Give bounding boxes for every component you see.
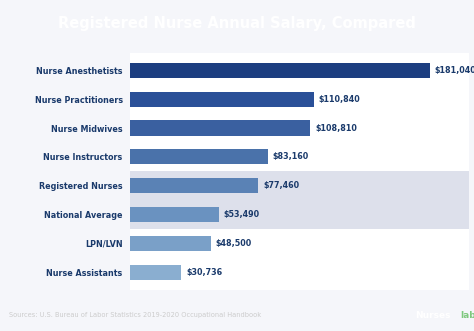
Bar: [130, 149, 268, 165]
Bar: [130, 92, 314, 107]
Bar: [130, 265, 181, 280]
Text: $77,460: $77,460: [264, 181, 300, 190]
Bar: [130, 236, 210, 251]
Bar: [130, 120, 310, 135]
Text: $83,160: $83,160: [273, 152, 309, 161]
Text: $108,810: $108,810: [315, 123, 357, 132]
Bar: [130, 207, 219, 222]
Text: $48,500: $48,500: [216, 239, 252, 248]
Text: $53,490: $53,490: [224, 210, 260, 219]
Text: Nurses: Nurses: [415, 311, 450, 320]
Text: Registered Nurse Annual Salary, Compared: Registered Nurse Annual Salary, Compared: [58, 17, 416, 31]
Bar: [130, 178, 258, 193]
Text: $110,840: $110,840: [319, 95, 360, 104]
Bar: [130, 200, 469, 229]
Text: labs: labs: [460, 311, 474, 320]
Text: $181,040: $181,040: [435, 66, 474, 75]
Bar: [130, 63, 429, 78]
Bar: [130, 171, 469, 200]
Text: Sources: U.S. Bureau of Labor Statistics 2019-2020 Occupational Handbook: Sources: U.S. Bureau of Labor Statistics…: [9, 312, 262, 318]
Text: $30,736: $30,736: [186, 268, 222, 277]
